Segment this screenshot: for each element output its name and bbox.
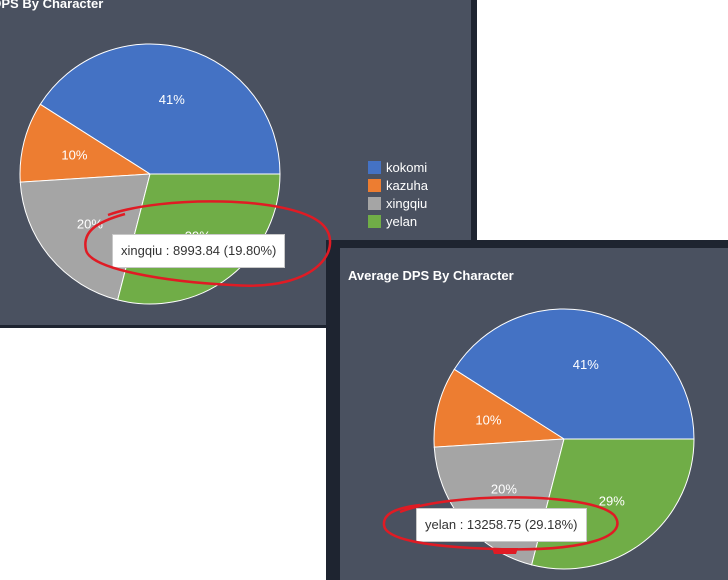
average-dps-label-kokomi: 41% bbox=[573, 357, 599, 372]
xingqiu-tooltip: xingqiu : 8993.84 (19.80%) bbox=[112, 234, 286, 268]
average-dps-label-yelan: 29% bbox=[599, 494, 625, 509]
legend-item-yelan[interactable]: yelan bbox=[368, 212, 428, 230]
legend-item-kokomi[interactable]: kokomi bbox=[368, 158, 428, 176]
legend-swatch-kokomi bbox=[368, 160, 381, 174]
average-dps-label-xingqiu: 20% bbox=[491, 482, 517, 497]
average-dps-label-kazuha: 10% bbox=[475, 413, 501, 428]
legend-label-xingqiu: xingqiu bbox=[386, 195, 428, 211]
dps-label-kokomi: 41% bbox=[159, 92, 185, 107]
legend-label-kazuha: kazuha bbox=[386, 177, 428, 193]
legend-label-yelan: yelan bbox=[386, 213, 418, 229]
average-dps-slice-kokomi[interactable] bbox=[453, 308, 695, 440]
legend-swatch-xingqiu bbox=[368, 196, 381, 210]
dps-chart-title: DPS By Character bbox=[0, 0, 104, 11]
legend-item-xingqiu[interactable]: xingqiu bbox=[368, 194, 428, 212]
dps-label-kazuha: 10% bbox=[61, 148, 87, 163]
chart-legend: kokomi kazuha xingqiu yelan bbox=[368, 158, 428, 230]
legend-item-kazuha[interactable]: kazuha bbox=[368, 176, 428, 194]
average-dps-chart-title: Average DPS By Character bbox=[348, 268, 514, 283]
legend-label-kokomi: kokomi bbox=[386, 159, 428, 175]
legend-swatch-kazuha bbox=[368, 178, 381, 192]
yelan-tooltip: yelan : 13258.75 (29.18%) bbox=[416, 508, 587, 542]
dps-slice-kokomi[interactable] bbox=[39, 43, 281, 175]
legend-swatch-yelan bbox=[368, 214, 381, 228]
dps-slice-kazuha[interactable] bbox=[19, 103, 152, 183]
average-dps-slice-kazuha[interactable] bbox=[433, 368, 566, 448]
